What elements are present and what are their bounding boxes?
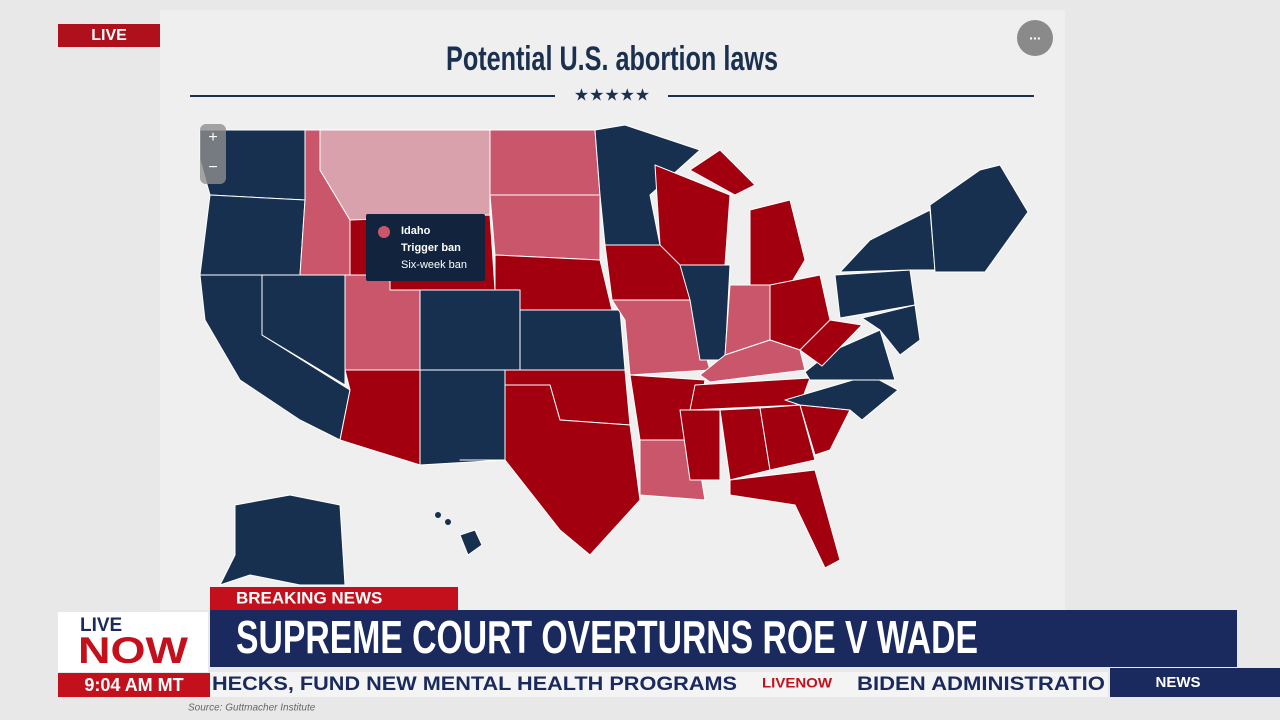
tooltip-line: Six-week ban [401,259,467,271]
map-title: Potential U.S. abortion laws [446,40,778,78]
state-il[interactable] [679,264,731,361]
state-sd[interactable] [489,194,601,261]
state-mn[interactable] [594,124,701,246]
news-tag: NEWS [1156,674,1201,691]
zoom-out[interactable]: − [208,159,217,176]
state-ak[interactable] [219,494,346,586]
state-nd[interactable] [489,129,601,196]
tooltip-line: Trigger ban [401,242,461,254]
state-nj-md[interactable] [861,304,921,356]
headline-bar [210,610,1237,667]
live-badge: LIVE [91,27,127,44]
more-button[interactable] [1017,20,1053,56]
state-hi-island[interactable] [435,512,441,518]
state-mi[interactable] [749,199,806,286]
state-tx[interactable] [459,384,641,556]
state-fl[interactable] [729,469,841,569]
state-mi-up[interactable] [689,149,756,196]
state-or[interactable] [199,194,306,276]
time: 9:04 AM MT [84,675,183,695]
stars: ★★★★★ [574,85,650,104]
state-ga[interactable] [759,404,816,471]
tooltip-state: Idaho [401,225,431,237]
zoom-control [200,124,226,184]
news-tag-bg [1110,668,1280,697]
state-hi[interactable] [459,529,483,556]
logo-live: LIVE [80,615,122,636]
state-nm[interactable] [419,369,506,466]
breaking-bar [210,587,458,610]
ticker-item: BIDEN ADMINISTRATIO [857,674,1105,695]
breaking-label: BREAKING NEWS [236,588,382,607]
headline: SUPREME COURT OVERTURNS ROE V WADE [236,611,978,663]
more-label[interactable]: ... [1029,27,1041,43]
time-bar [58,673,210,697]
ticker-bar [210,672,1108,697]
state-new-england[interactable] [929,164,1029,273]
state-hi-island[interactable] [445,519,451,525]
ticker-logo: LIVENOW [762,675,833,691]
state-mt[interactable] [319,129,491,221]
state-mo[interactable] [611,299,711,376]
state-az[interactable] [339,369,421,466]
live-badge-bg [58,24,160,47]
ticker-item: HECKS, FUND NEW MENTAL HEALTH PROGRAMS [212,674,737,695]
state-co[interactable] [419,289,521,371]
source: Source: Guttmacher Institute [188,703,316,714]
state-ks[interactable] [519,309,626,371]
state-ms[interactable] [679,409,721,481]
tooltip [366,214,485,281]
zoom-in[interactable]: + [208,129,217,146]
logo-box [58,612,208,672]
logo-now: NOW [78,630,188,671]
tooltip-swatch [378,226,390,238]
state-wv[interactable] [799,319,863,367]
